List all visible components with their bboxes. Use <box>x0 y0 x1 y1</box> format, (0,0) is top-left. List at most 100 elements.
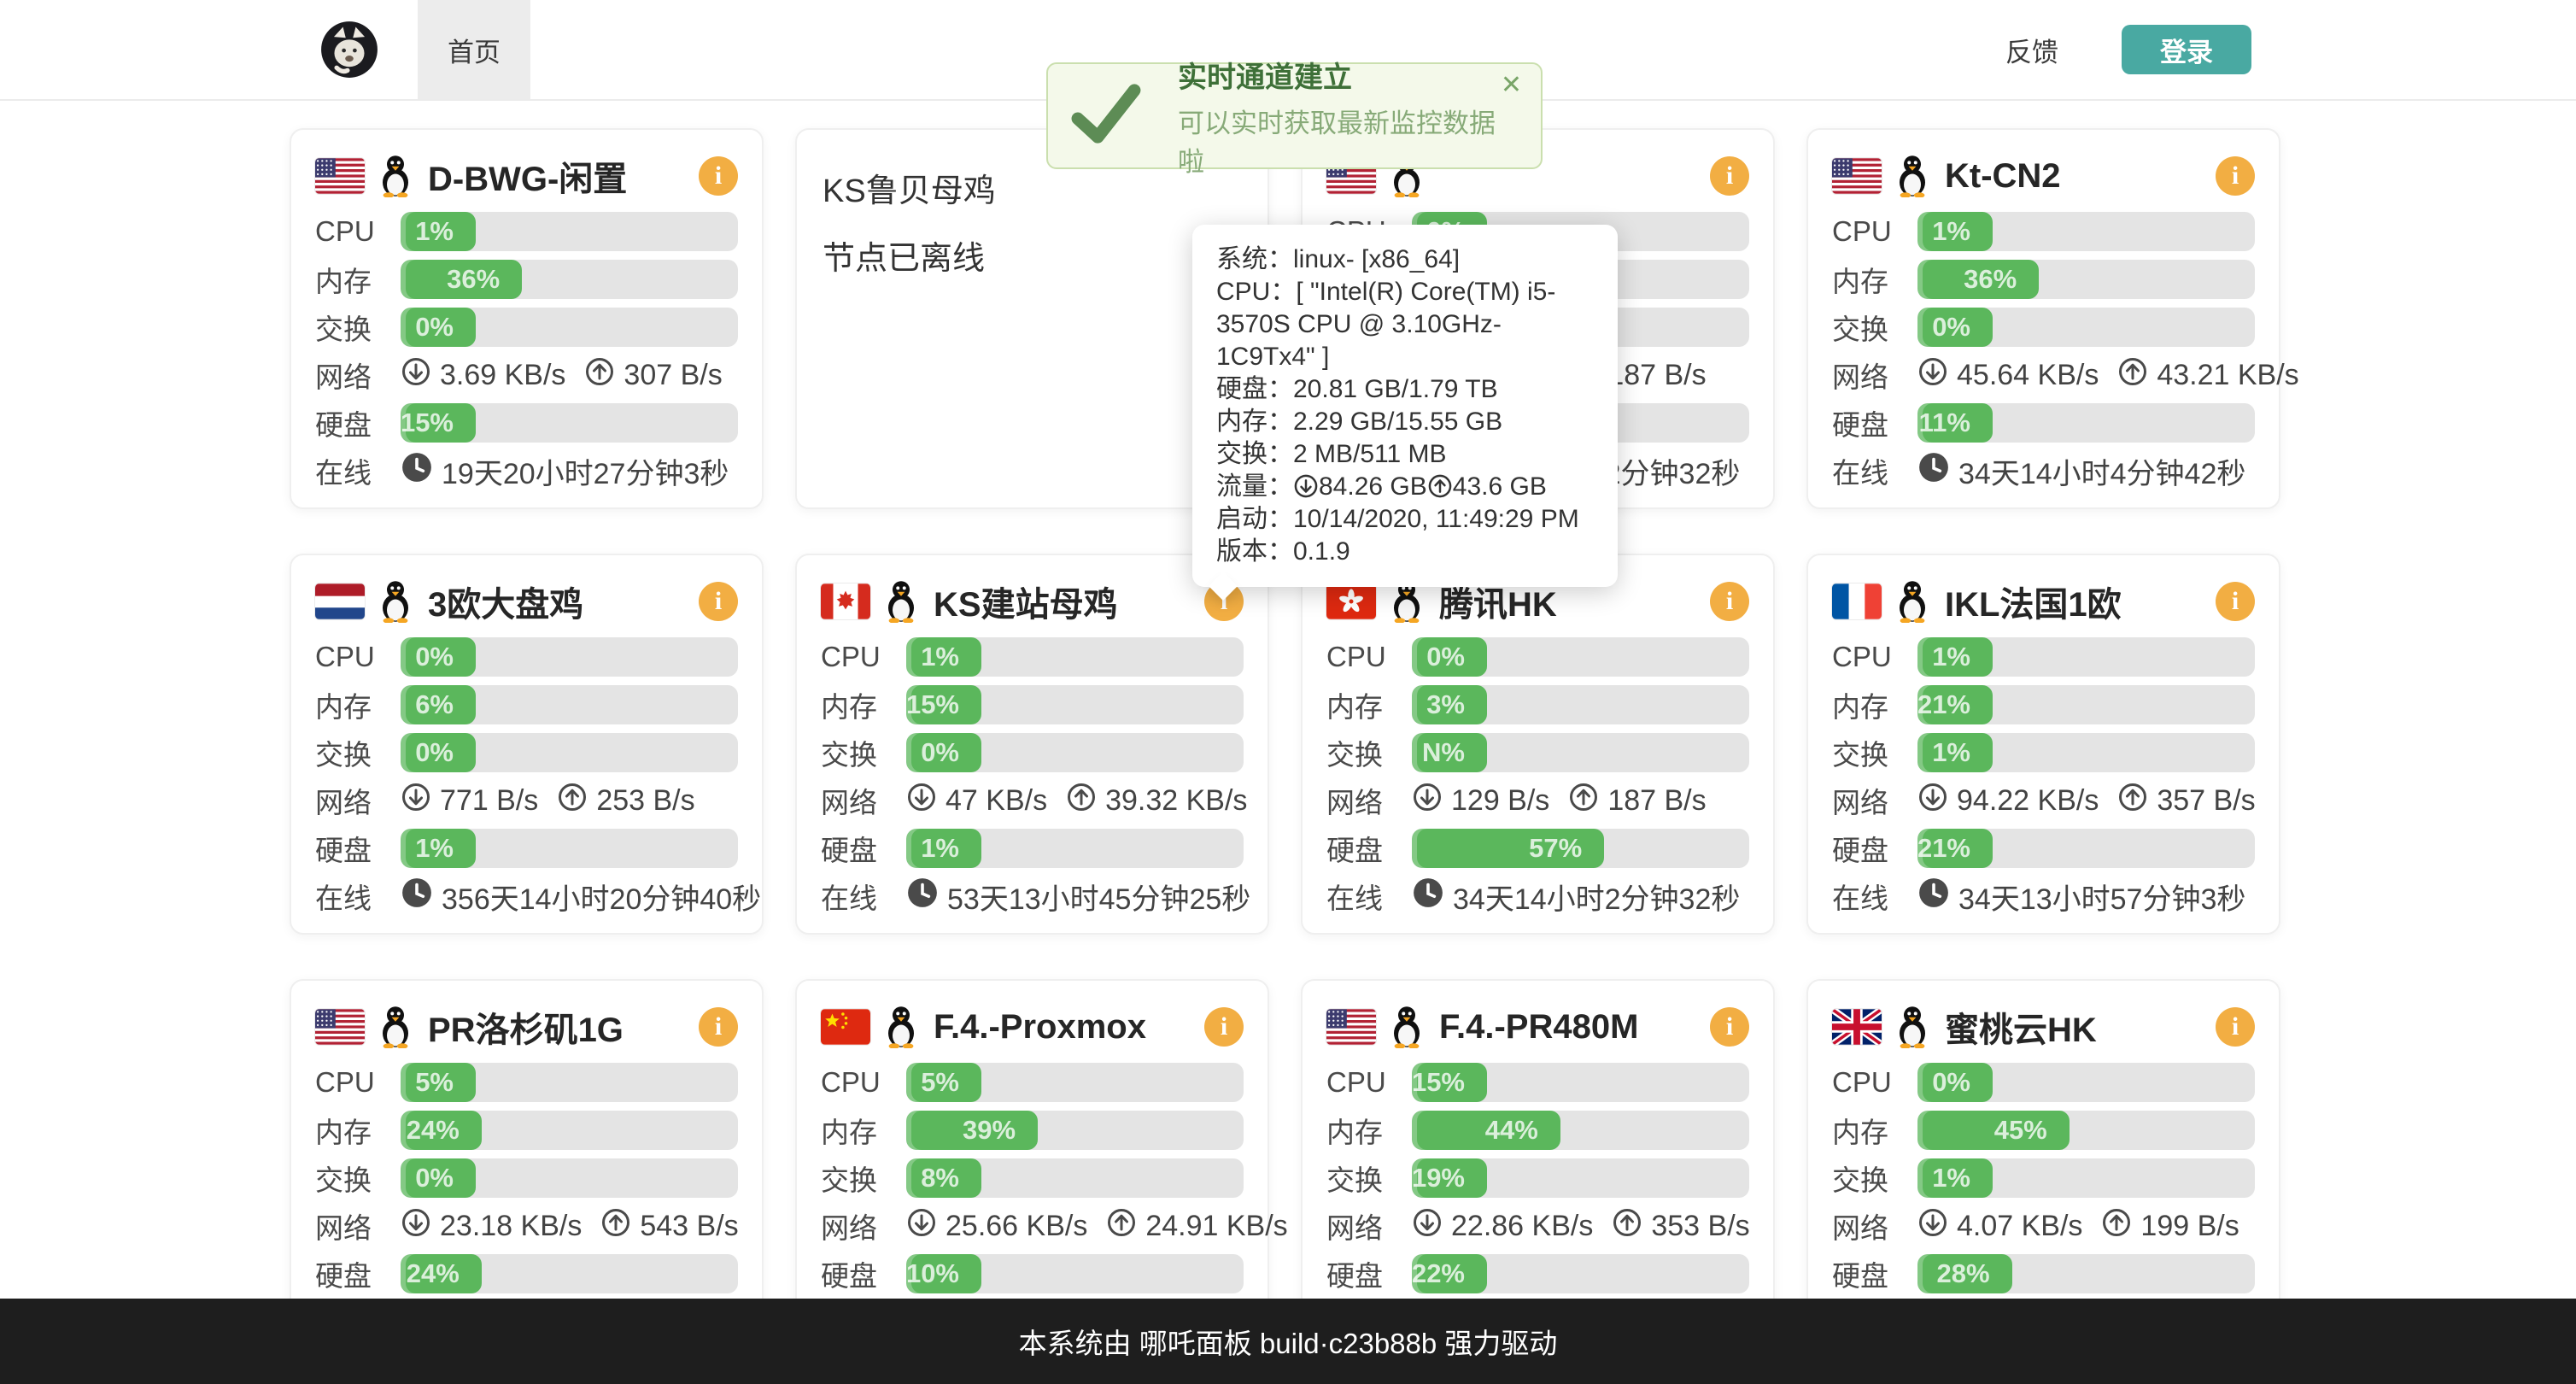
linux-tux-icon <box>1894 1006 1931 1048</box>
net-up-value: 543 B/s <box>640 1209 739 1242</box>
server-card: Kt-CN2 i CPU 1% 内存 36% 交换 0% 网络 45.64 KB <box>1806 128 2299 509</box>
mem-fill: 3% <box>1412 685 1487 724</box>
feedback-link[interactable]: 反馈 <box>2005 37 2058 67</box>
swap-row: 交换 1% <box>1832 733 2255 772</box>
mem-row: 内存 15% <box>821 685 1244 724</box>
cpu-row: CPU 0% <box>1326 637 1749 677</box>
cpu-value: 0% <box>1426 642 1465 671</box>
info-icon[interactable]: i <box>2216 156 2255 196</box>
server-name: 蜜桃云HK <box>1945 1012 2097 1049</box>
mem-fill: 6% <box>401 685 476 724</box>
info-icon[interactable]: i <box>1710 156 1749 196</box>
swap-value: 0% <box>921 737 959 767</box>
server-card-offline: KS鲁贝母鸡 节点已离线 <box>795 128 1269 509</box>
swap-value: 0% <box>415 1163 454 1193</box>
arrow-circle-down-icon <box>1412 782 1443 820</box>
info-icon[interactable]: i <box>699 582 738 621</box>
disk-value: 11% <box>1918 408 1970 437</box>
cpu-fill: 1% <box>1917 637 1993 677</box>
uptime-row: 在线 356天14小时20分钟40秒 <box>315 877 761 916</box>
mem-progressbar: 24% <box>401 1111 738 1150</box>
uptime-value: 34天14小时2分钟32秒 <box>1453 883 1741 916</box>
uptime-value: 53天13小时45分钟25秒 <box>947 883 1251 916</box>
mem-progressbar: 36% <box>1917 260 2255 299</box>
arrow-circle-up-icon <box>2117 356 2148 395</box>
net-down-value: 94.22 KB/s <box>1957 783 2099 817</box>
swap-fill: 0% <box>906 733 981 772</box>
net-down-value: 4.07 KB/s <box>1957 1209 2083 1242</box>
linux-tux-icon <box>1388 1006 1426 1048</box>
disk-row: 硬盘 57% <box>1326 829 1749 868</box>
swap-value: 1% <box>1932 1163 1970 1193</box>
disk-value: 15% <box>401 408 454 437</box>
disk-label: 硬盘 <box>315 835 372 866</box>
swap-row: 交换 0% <box>315 308 738 347</box>
server-card: F.4.-Proxmox i CPU 5% 内存 39% 交换 8% 网络 25 <box>795 979 1288 1360</box>
login-button[interactable]: 登录 <box>2122 25 2251 74</box>
mem-progressbar: 36% <box>401 260 738 299</box>
card-header: D-BWG-闲置 i <box>315 152 738 200</box>
toast-close-icon[interactable]: ✕ <box>1500 71 1522 99</box>
mem-label: 内存 <box>821 1117 877 1148</box>
cpu-fill: 0% <box>401 637 476 677</box>
net-down-value: 771 B/s <box>440 783 539 817</box>
country-flag-icon <box>1326 1009 1376 1045</box>
disk-label: 硬盘 <box>1832 835 1888 866</box>
mem-row: 内存 3% <box>1326 685 1749 724</box>
country-flag-icon <box>1832 158 1882 194</box>
net-label: 网络 <box>315 787 372 818</box>
site-logo-avatar[interactable] <box>320 21 378 79</box>
disk-row: 硬盘 24% <box>315 1254 738 1293</box>
arrow-circle-down-icon <box>401 356 431 395</box>
cpu-row: CPU 5% <box>821 1063 1244 1102</box>
disk-fill: 1% <box>401 829 476 868</box>
info-icon[interactable]: i <box>699 1007 738 1047</box>
info-icon[interactable]: i <box>1710 582 1749 621</box>
mem-label: 内存 <box>315 266 372 297</box>
uptime-value: 34天14小时4分钟42秒 <box>1958 457 2246 490</box>
swap-value: 0% <box>415 312 454 342</box>
disk-row: 硬盘 21% <box>1832 829 2255 868</box>
success-check-icon <box>1070 80 1142 151</box>
cpu-progressbar: 0% <box>401 637 738 677</box>
cpu-label: CPU <box>1326 1066 1386 1098</box>
disk-label: 硬盘 <box>1832 409 1888 441</box>
swap-fill: 0% <box>401 308 476 347</box>
server-name: 3欧大盘鸡 <box>428 586 584 624</box>
swap-row: 交换 0% <box>315 733 738 772</box>
swap-progressbar: 0% <box>1917 308 2255 347</box>
info-icon[interactable]: i <box>2216 1007 2255 1047</box>
arrow-circle-down-icon <box>1412 1207 1443 1246</box>
swap-value: 0% <box>1932 312 1970 342</box>
cpu-progressbar: 5% <box>401 1063 738 1102</box>
server-card: 3欧大盘鸡 i CPU 0% 内存 6% 交换 0% 网络 771 B/s <box>290 554 764 935</box>
swap-progressbar: 0% <box>401 733 738 772</box>
info-icon[interactable]: i <box>699 156 738 196</box>
uptime-row: 在线 19天20小时27分钟3秒 <box>315 451 738 490</box>
arrow-circle-up-icon <box>557 782 588 820</box>
swap-label: 交换 <box>821 1164 877 1196</box>
server-info-tooltip: 系统：linux- [x86_64] CPU：[ "Intel(R) Core(T… <box>1192 225 1618 587</box>
info-icon[interactable]: i <box>1710 1007 1749 1047</box>
card-header: F.4.-PR480M i <box>1326 1003 1749 1051</box>
info-icon[interactable]: i <box>2216 582 2255 621</box>
net-up-value: 307 B/s <box>624 358 723 391</box>
disk-value: 57% <box>1529 833 1583 863</box>
tooltip-row: CPU：[ "Intel(R) Core(TM) i5-3570S CPU @ … <box>1216 278 1556 371</box>
mem-fill: 36% <box>1917 260 2040 299</box>
arrow-circle-up-icon <box>2101 1207 2132 1246</box>
cpu-value: 15% <box>1412 1067 1465 1097</box>
swap-fill: 0% <box>401 733 476 772</box>
cpu-fill: 1% <box>1917 212 1993 251</box>
swap-progressbar: 0% <box>401 308 738 347</box>
info-icon[interactable]: i <box>1204 1007 1244 1047</box>
mem-value: 3% <box>1426 689 1465 719</box>
cpu-label: CPU <box>315 1066 375 1098</box>
uptime-wrap: 34天14小时2分钟32秒 <box>1412 876 1740 918</box>
linux-tux-icon <box>1894 155 1931 197</box>
mem-fill: 15% <box>906 685 981 724</box>
tab-home[interactable]: 首页 <box>418 0 530 99</box>
cpu-progressbar: 1% <box>1917 212 2255 251</box>
cpu-row: CPU 1% <box>315 212 738 251</box>
